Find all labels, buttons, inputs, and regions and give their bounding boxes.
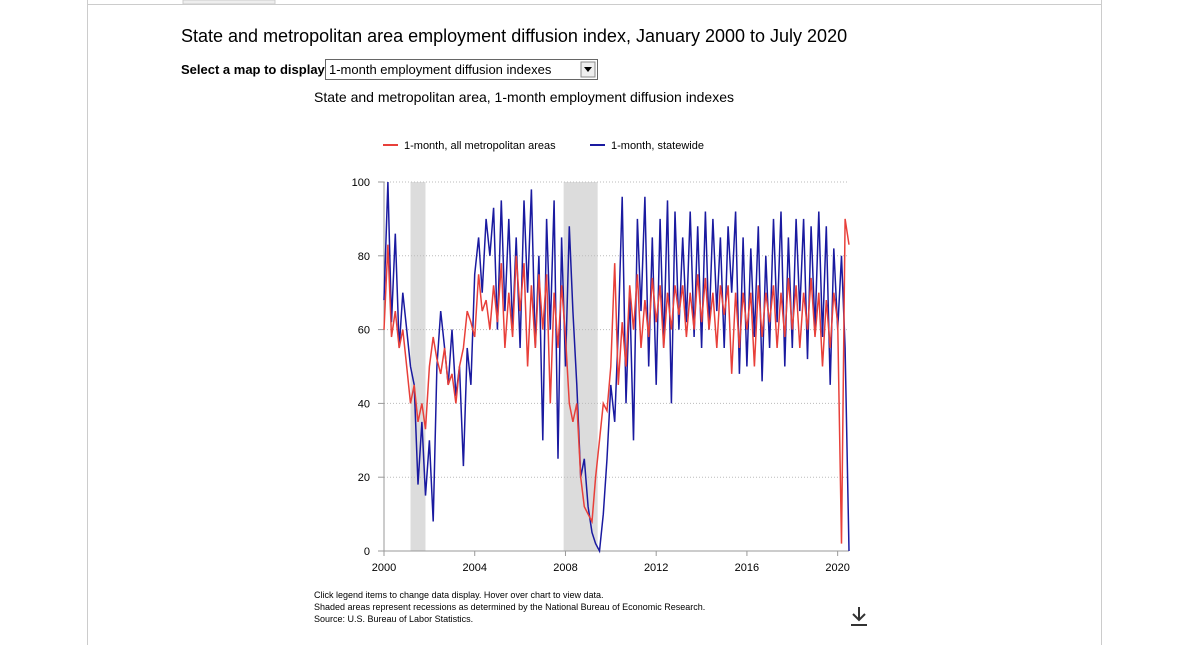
recession-band xyxy=(410,182,426,551)
select-value: 1-month employment diffusion indexes xyxy=(329,62,552,77)
note: Click legend items to change data displa… xyxy=(314,590,603,600)
series-line xyxy=(383,181,850,554)
page-title: State and metropolitan area employment d… xyxy=(181,26,847,46)
plot: 0 20 40 60 80 100 2000 2004 2008 2012 2016 2020 1-mo… xyxy=(352,140,850,574)
selector-label: Select a map to display: xyxy=(181,62,329,77)
x-tick-label: 2016 xyxy=(735,562,759,574)
x-tick-label: 2012 xyxy=(644,562,668,574)
series-line xyxy=(383,218,850,544)
y-tick-label: 0 xyxy=(364,546,370,558)
x-tick-label: 2004 xyxy=(462,562,486,574)
legend-label[interactable]: 1-month, all metropolitan areas xyxy=(404,140,556,152)
x-tick-label: 2000 xyxy=(372,562,396,574)
y-tick-label: 80 xyxy=(358,251,370,263)
tab[interactable] xyxy=(182,0,276,5)
x-tick-label: 2008 xyxy=(553,562,577,574)
y-tick-label: 60 xyxy=(358,325,370,337)
note: Source: U.S. Bureau of Labor Statistics. xyxy=(314,614,473,624)
select-box[interactable] xyxy=(325,59,598,80)
legend-label[interactable]: 1-month, statewide xyxy=(611,140,704,152)
y-tick-label: 40 xyxy=(358,398,370,410)
y-tick-label: 100 xyxy=(352,177,370,189)
y-tick-label: 20 xyxy=(358,472,370,484)
note: Shaded areas represent recessions as det… xyxy=(314,602,705,612)
x-tick-label: 2020 xyxy=(825,562,849,574)
chart-title: State and metropolitan area, 1-month emp… xyxy=(314,89,734,105)
download-icon[interactable] xyxy=(851,607,867,626)
select-arrow xyxy=(584,67,592,72)
